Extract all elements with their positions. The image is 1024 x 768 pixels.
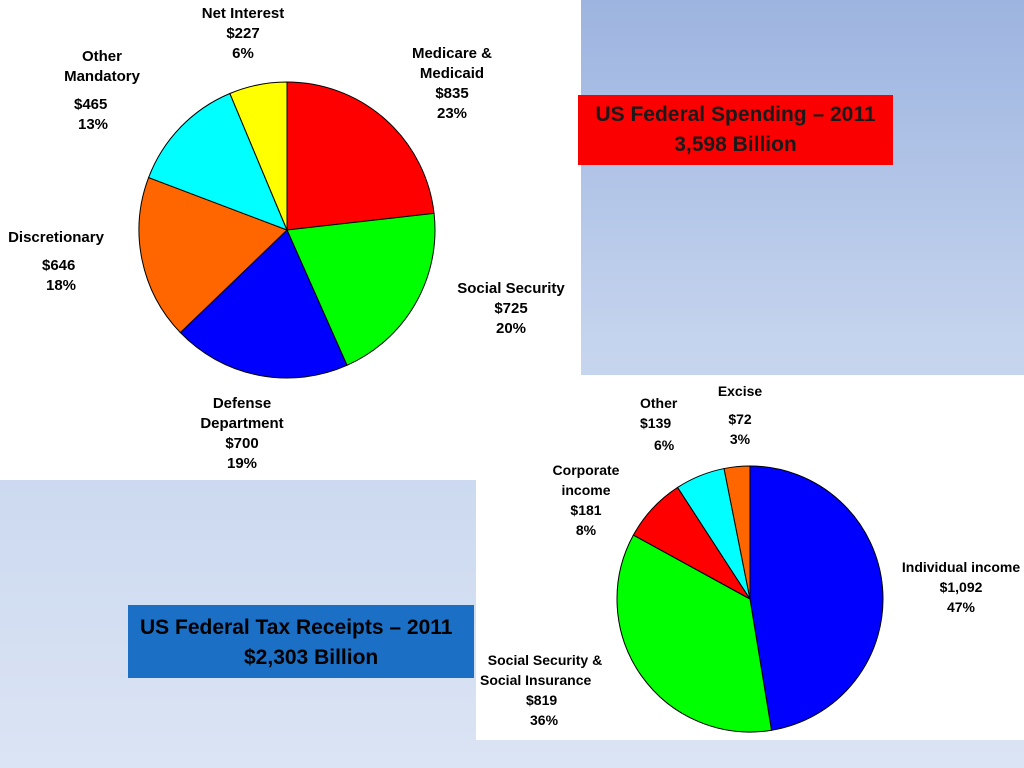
spending-slice-social-security [286,212,436,366]
tax-slice-social-security-social-insurance [616,534,773,733]
label-corporate-income: Corporate income $181 8% [542,460,630,540]
label-defense: Defense Department $700 19% [186,394,298,474]
label-individual-income: Individual income $1,092 47% [886,557,1024,617]
label-other-name: Other [640,395,678,411]
label-medicare-value: $835 [435,85,469,102]
label-social-insurance-value: $819 [526,692,558,708]
label-corporate-income-value: $181 [570,502,602,518]
label-social-insurance-pct: 36% [530,712,559,728]
label-other-mandatory: Other Mandatory $465 13% [54,47,150,135]
tax-title-box: US Federal Tax Receipts – 2011 $2,303 Bi… [128,605,474,678]
label-excise-value: $72 [728,411,752,427]
label-social-security: Social Security $725 20% [448,279,574,339]
spending-title-box: US Federal Spending – 2011 3,598 Billion [578,95,893,165]
label-medicare-l2: Medicaid [419,65,485,82]
tax-slice-excise [723,465,751,600]
label-individual-income-pct: 47% [946,599,976,615]
label-medicare: Medicare & Medicaid $835 23% [396,44,508,124]
label-corporate-income-pct: 8% [575,522,597,538]
spending-slice-other-mandatory [147,92,288,231]
label-corporate-income-l1: Corporate [552,462,620,478]
label-social-insurance: Social Security & Social Insurance $819 … [480,650,610,730]
label-defense-l1: Defense [212,395,272,412]
spending-pie-chart [138,81,436,379]
label-other-mandatory-pct: 13% [78,116,109,133]
label-individual-income-value: $1,092 [939,579,983,595]
label-discretionary: Discretionary $646 18% [0,228,112,296]
label-excise-pct: 3% [729,431,751,447]
label-discretionary-name: Discretionary [8,229,104,246]
label-discretionary-value: $646 [42,257,76,274]
spending-slice-medicare-medicaid [286,81,435,231]
tax-total: $2,303 Billion [244,646,379,669]
label-medicare-pct: 23% [436,105,468,122]
label-defense-value: $700 [225,435,259,452]
label-other-mandatory-l1: Other [81,48,122,65]
spending-total: 3,598 Billion [674,133,797,156]
label-other-value: $139 [640,415,672,431]
label-net-interest: Net Interest $227 6% [188,4,298,64]
label-other: Other $139 6% [640,393,692,455]
label-net-interest-pct: 6% [232,45,254,62]
label-discretionary-pct: 18% [46,277,77,294]
label-excise-name: Excise [717,383,763,399]
label-social-security-value: $725 [494,300,528,317]
label-defense-pct: 19% [226,455,258,472]
label-net-interest-name: Net Interest [201,5,285,22]
label-defense-l2: Department [200,415,284,432]
label-individual-income-name: Individual income [901,559,1021,575]
spending-slice-net-interest [229,81,288,231]
spending-slice-defense-department [179,229,348,379]
label-net-interest-value: $227 [226,25,260,42]
label-social-insurance-l1: Social Security & [487,652,603,668]
spending-title: US Federal Spending – 2011 [595,103,876,126]
label-social-security-pct: 20% [495,320,527,337]
tax-chart-panel: Individual income $1,092 47% Social Secu… [476,375,1024,740]
label-corporate-income-l2: income [561,482,611,498]
label-other-mandatory-value: $465 [74,96,108,113]
tax-title: US Federal Tax Receipts – 2011 [140,616,453,639]
label-medicare-l1: Medicare & [411,45,493,62]
label-social-insurance-l2: Social Insurance [480,672,592,688]
tax-pie-chart [616,465,884,733]
label-other-mandatory-l2: Mandatory [64,68,140,85]
tax-slice-individual-income [749,465,884,731]
label-excise: Excise $72 3% [710,381,770,449]
label-social-security-name: Social Security [457,280,565,297]
label-other-pct: 6% [654,437,675,453]
spending-chart-panel: Medicare & Medicaid $835 23% Social Secu… [0,0,581,480]
